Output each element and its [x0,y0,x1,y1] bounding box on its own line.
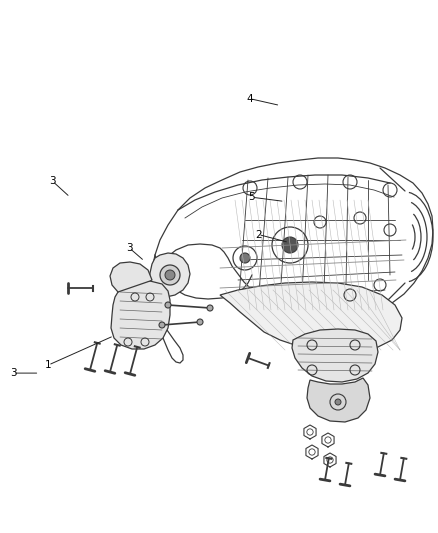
Text: 5: 5 [248,192,255,202]
Circle shape [282,237,298,253]
Polygon shape [149,253,190,297]
Circle shape [335,399,341,405]
Circle shape [197,319,203,325]
Polygon shape [110,262,152,292]
Circle shape [240,253,250,263]
Circle shape [207,305,213,311]
Circle shape [165,270,175,280]
Text: 3: 3 [49,176,56,186]
Polygon shape [307,378,370,422]
Text: 1: 1 [45,360,52,370]
Polygon shape [111,281,170,349]
Polygon shape [292,329,378,382]
Text: 3: 3 [126,243,133,253]
Circle shape [160,265,180,285]
Circle shape [165,302,171,308]
Text: 4: 4 [246,94,253,103]
Text: 3: 3 [10,368,17,378]
Polygon shape [220,282,402,351]
Circle shape [159,322,165,328]
Text: 2: 2 [255,230,262,239]
